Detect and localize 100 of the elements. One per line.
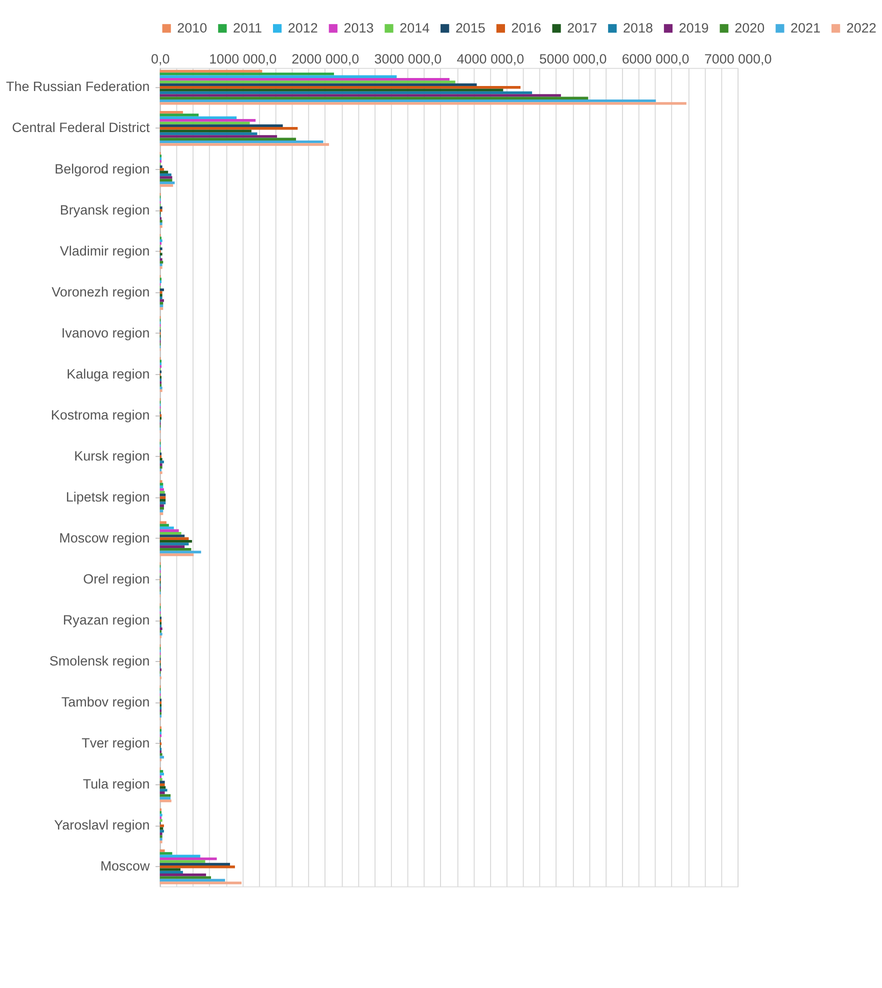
bar	[160, 110, 183, 114]
bar	[160, 127, 298, 130]
bar	[160, 830, 164, 833]
legend-label: 2014	[400, 20, 430, 36]
bar	[160, 458, 162, 461]
x-tick-label: 4000 000,0	[456, 52, 524, 67]
bar	[160, 792, 165, 794]
bar	[160, 542, 189, 546]
bar	[160, 502, 166, 504]
y-tick-label: Ivanovo region	[61, 325, 150, 340]
legend-label: 2020	[734, 20, 765, 36]
bar	[160, 794, 171, 797]
y-tick-label: Moscow region	[59, 530, 150, 546]
y-tick-label: Lipetsk region	[66, 489, 150, 504]
bar	[160, 796, 171, 800]
bar	[160, 178, 172, 182]
bar	[160, 132, 258, 136]
bar	[160, 778, 162, 781]
bar	[160, 780, 165, 784]
y-tick-label: Voronezh region	[52, 284, 150, 300]
bar	[160, 96, 588, 100]
y-tick-label: Tver region	[82, 736, 150, 751]
bar	[160, 526, 174, 530]
bar	[160, 239, 162, 242]
bar	[160, 548, 192, 551]
bar	[160, 788, 168, 792]
legend-label: 2021	[790, 20, 820, 36]
bar	[160, 488, 164, 491]
bar	[160, 800, 172, 802]
bar	[160, 88, 504, 92]
bar	[160, 463, 162, 466]
bar	[160, 94, 561, 97]
bar	[160, 80, 456, 84]
bar	[160, 206, 162, 210]
bar	[160, 786, 166, 789]
bar	[160, 116, 237, 120]
bar	[160, 866, 235, 868]
bar	[160, 534, 185, 538]
x-tick-label: 1000 000,0	[209, 52, 277, 67]
bar	[160, 814, 162, 816]
bar	[160, 753, 162, 756]
bar	[160, 135, 278, 138]
y-tick-label: Orel region	[83, 572, 150, 587]
bar	[160, 258, 162, 261]
legend-label: 2019	[678, 20, 709, 36]
bar	[160, 840, 162, 844]
bar	[160, 386, 162, 390]
bar	[160, 632, 162, 636]
bar	[160, 114, 199, 116]
x-tick-label: 7000 000,0	[704, 52, 772, 67]
bar	[160, 140, 324, 144]
bar	[160, 504, 164, 508]
x-tick-label: 0,0	[150, 52, 170, 67]
bar	[160, 471, 162, 474]
bar	[160, 225, 162, 228]
bar	[160, 130, 252, 132]
bar	[160, 291, 162, 294]
x-tick-label: 2000 000,0	[292, 52, 360, 67]
bar	[160, 876, 212, 879]
y-tick-label: Belgorod region	[54, 161, 150, 176]
bar	[160, 83, 477, 86]
bar	[160, 832, 162, 836]
bar	[160, 772, 164, 776]
bar	[160, 294, 162, 297]
bar	[160, 460, 164, 464]
bar	[160, 756, 164, 759]
bar	[160, 838, 162, 841]
bar	[160, 524, 169, 527]
bar	[160, 783, 165, 786]
y-tick-label: Kursk region	[74, 448, 150, 464]
bar	[160, 173, 172, 176]
bar	[160, 878, 226, 882]
legend-label: 2011	[233, 20, 262, 36]
bar	[160, 550, 202, 554]
bar	[160, 521, 166, 524]
bar	[160, 168, 164, 171]
bar	[160, 537, 189, 540]
legend-label: 2018	[622, 20, 653, 36]
bar	[160, 852, 172, 855]
y-tick-label: Kostroma region	[50, 407, 150, 422]
bar	[160, 540, 192, 543]
bar	[160, 307, 164, 310]
bar	[160, 170, 168, 174]
bar	[160, 181, 175, 184]
x-tick-label: 5000 000,0	[539, 52, 607, 67]
bar	[160, 296, 162, 300]
y-tick-label: Tula region	[82, 776, 150, 792]
y-tick-label: Tambov region	[61, 694, 150, 710]
bar	[160, 78, 450, 81]
bar	[160, 862, 230, 866]
bar	[160, 870, 183, 874]
y-tick-label: Vladimir region	[60, 243, 150, 258]
bar	[160, 532, 182, 535]
bar	[160, 553, 194, 556]
bar	[160, 389, 162, 392]
bar	[160, 860, 206, 863]
bar	[160, 266, 162, 269]
bar	[160, 824, 164, 828]
bar	[160, 119, 256, 122]
bar	[160, 819, 162, 822]
